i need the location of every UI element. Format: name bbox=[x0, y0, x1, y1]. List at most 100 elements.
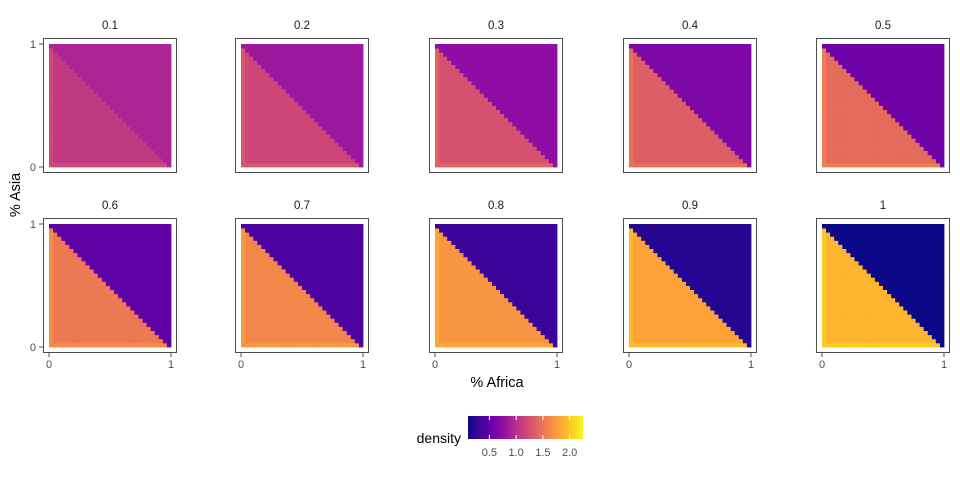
heatmap-cell bbox=[269, 80, 274, 86]
heatmap-cell bbox=[118, 48, 123, 53]
heatmap-cell bbox=[77, 80, 82, 86]
heatmap-cell bbox=[245, 85, 250, 90]
heatmap-cell bbox=[134, 150, 139, 156]
heatmap-cell bbox=[314, 97, 319, 102]
heatmap-cell bbox=[89, 260, 95, 266]
heatmap-cell bbox=[81, 113, 86, 119]
heatmap-cell bbox=[633, 93, 638, 98]
heatmap-cell bbox=[61, 48, 66, 53]
heatmap-cell bbox=[633, 76, 638, 82]
heatmap-cell bbox=[249, 130, 254, 135]
heatmap-cell bbox=[65, 269, 70, 274]
heatmap-cell bbox=[540, 72, 546, 78]
heatmap-cell bbox=[496, 130, 501, 135]
heatmap-cell bbox=[122, 117, 127, 123]
heatmap-cell bbox=[77, 256, 82, 262]
heatmap-cell bbox=[661, 109, 666, 115]
heatmap-cell bbox=[118, 142, 123, 147]
heatmap-cell bbox=[142, 142, 147, 147]
heatmap-cell bbox=[326, 142, 331, 147]
heatmap-cell bbox=[508, 89, 513, 94]
heatmap-cell bbox=[85, 117, 91, 123]
heatmap-cell bbox=[53, 326, 58, 331]
heatmap-cell bbox=[57, 146, 62, 151]
heatmap-cell bbox=[302, 158, 307, 164]
heatmap-cell bbox=[927, 113, 933, 119]
heatmap-cell bbox=[93, 301, 99, 307]
heatmap-cell bbox=[150, 105, 156, 110]
heatmap-cell bbox=[471, 64, 477, 69]
heatmap-cell bbox=[261, 48, 266, 53]
heatmap-cell bbox=[297, 64, 303, 69]
heatmap-cell bbox=[293, 121, 299, 127]
heatmap-cell bbox=[439, 101, 444, 106]
heatmap-cell bbox=[483, 64, 489, 69]
heatmap-cell bbox=[105, 297, 111, 303]
heatmap-cell bbox=[706, 113, 711, 119]
heatmap-cell bbox=[306, 44, 311, 49]
heatmap-cell bbox=[65, 248, 70, 254]
heatmap-cell bbox=[738, 76, 744, 82]
heatmap-cell bbox=[85, 342, 91, 348]
heatmap-cell bbox=[838, 60, 843, 65]
heatmap-cell bbox=[927, 93, 933, 98]
heatmap-cell bbox=[122, 72, 127, 78]
heatmap-cell bbox=[245, 126, 250, 131]
heatmap-cell bbox=[85, 256, 91, 262]
heatmap-cell bbox=[665, 44, 671, 49]
heatmap-cell bbox=[69, 338, 74, 344]
heatmap-cell bbox=[858, 146, 864, 151]
heatmap-cell bbox=[57, 338, 62, 344]
heatmap-cell bbox=[685, 44, 691, 49]
heatmap-cell bbox=[645, 85, 650, 90]
heatmap-cell bbox=[706, 154, 711, 160]
heatmap-cell bbox=[471, 130, 477, 135]
heatmap-cell bbox=[467, 56, 472, 61]
heatmap-cell bbox=[105, 269, 111, 274]
heatmap-cell bbox=[77, 117, 82, 123]
heatmap-cell bbox=[919, 44, 925, 49]
heatmap-cell bbox=[57, 72, 62, 78]
heatmap-cell bbox=[61, 318, 66, 323]
heatmap-cell bbox=[694, 101, 699, 106]
heatmap-cell bbox=[126, 126, 131, 131]
heatmap-cell bbox=[346, 72, 352, 78]
heatmap-cell bbox=[471, 56, 477, 61]
heatmap-cell bbox=[285, 56, 291, 61]
heatmap-cell bbox=[677, 101, 683, 106]
heatmap-cell bbox=[702, 130, 707, 135]
heatmap-cell bbox=[866, 60, 872, 65]
heatmap-cell bbox=[338, 142, 344, 147]
heatmap-cell bbox=[919, 101, 925, 106]
heatmap-cell bbox=[919, 142, 925, 147]
heatmap-cell bbox=[253, 80, 258, 86]
heatmap-cell bbox=[528, 121, 533, 127]
heatmap-cell bbox=[330, 158, 335, 164]
heatmap-cell bbox=[710, 48, 715, 53]
heatmap-cell bbox=[93, 265, 99, 270]
heatmap-cell bbox=[101, 306, 107, 311]
heatmap-cell bbox=[57, 289, 62, 295]
heatmap-cell bbox=[746, 109, 752, 115]
heatmap-cell bbox=[734, 72, 740, 78]
heatmap-cell bbox=[459, 158, 464, 164]
heatmap-cell bbox=[939, 76, 945, 82]
heatmap-cell bbox=[690, 80, 695, 86]
heatmap-cell bbox=[65, 260, 70, 266]
heatmap-cell bbox=[257, 44, 262, 49]
heatmap-cell bbox=[629, 64, 634, 69]
heatmap-cell bbox=[105, 109, 111, 115]
heatmap-cell bbox=[439, 93, 444, 98]
heatmap-cell bbox=[649, 121, 654, 127]
heatmap-cell bbox=[690, 60, 695, 65]
heatmap-cell bbox=[101, 301, 107, 307]
heatmap-cell bbox=[657, 113, 662, 119]
heatmap-cell bbox=[862, 162, 868, 168]
heatmap-cell bbox=[350, 60, 356, 65]
heatmap-cell bbox=[677, 154, 683, 160]
heatmap-cell bbox=[130, 44, 135, 49]
heatmap-cell bbox=[435, 162, 440, 168]
heatmap-cell bbox=[154, 154, 160, 160]
heatmap-cell bbox=[53, 60, 58, 65]
heatmap-cell bbox=[97, 130, 103, 135]
